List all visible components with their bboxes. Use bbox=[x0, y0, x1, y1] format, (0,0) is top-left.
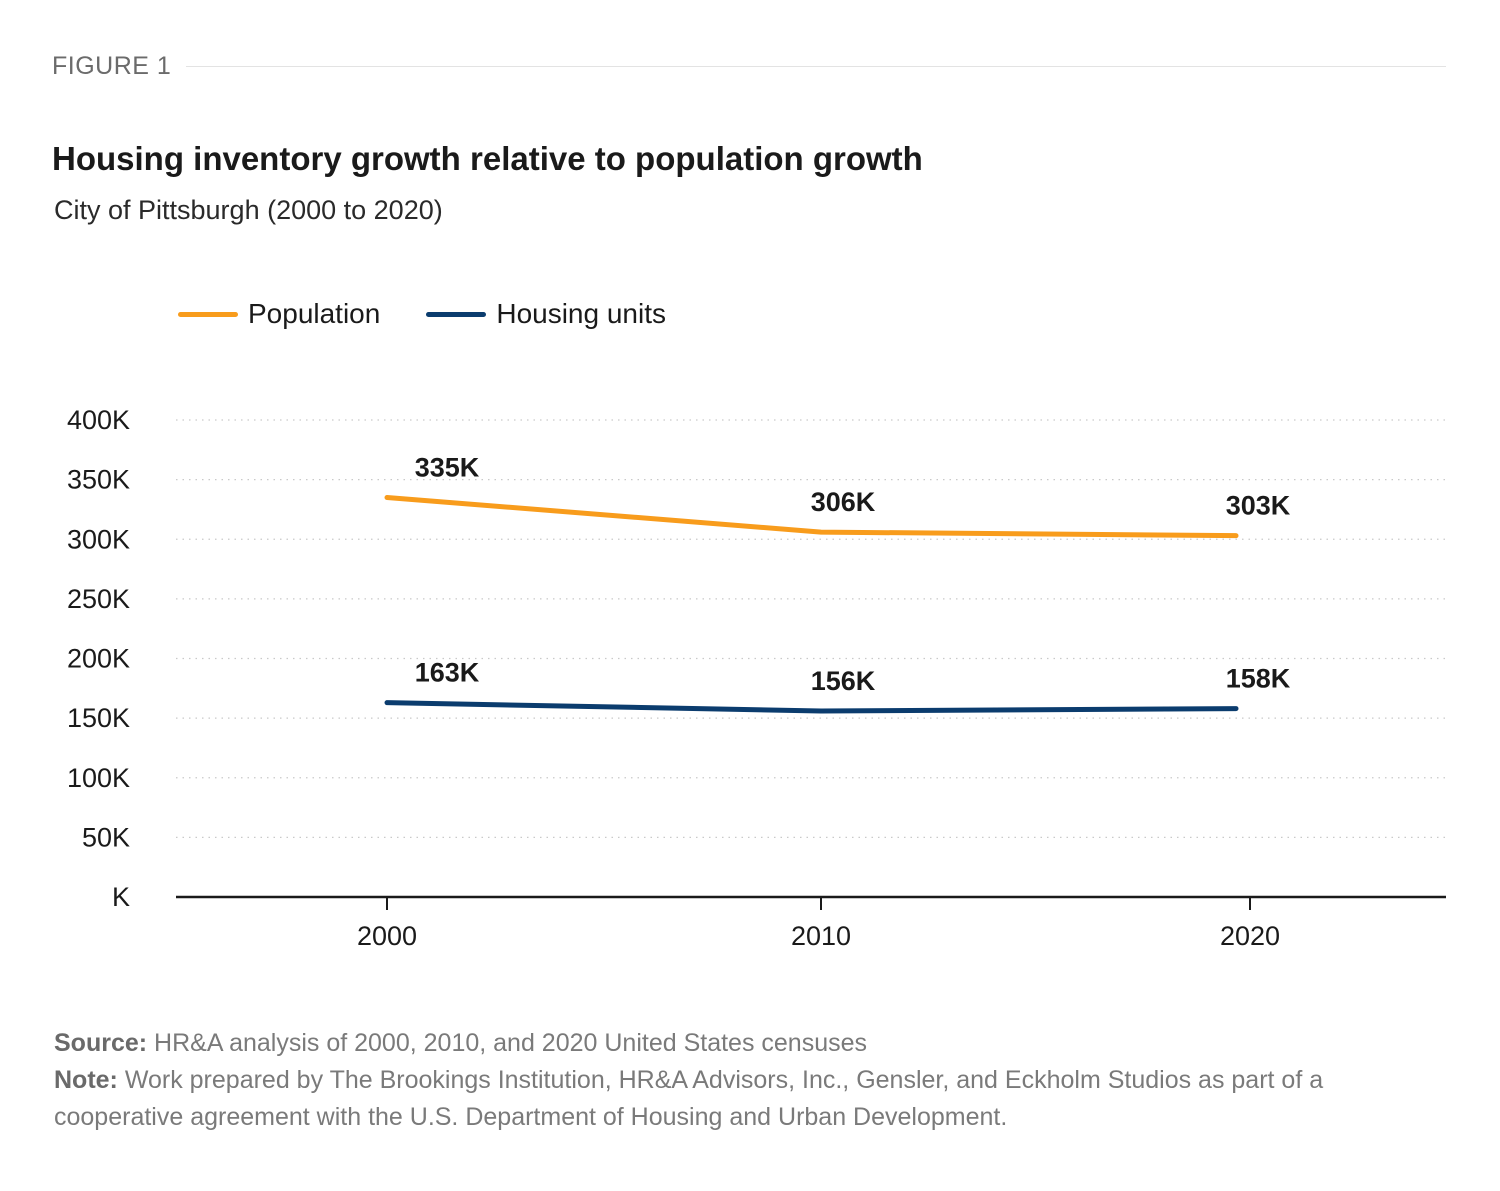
note-label: Note: bbox=[54, 1066, 118, 1094]
data-label: 156K bbox=[811, 666, 876, 696]
data-label: 303K bbox=[1226, 491, 1291, 521]
y-tick-label: 350K bbox=[67, 465, 130, 495]
figure-label: FIGURE 1 bbox=[52, 52, 172, 80]
legend-label-population: Population bbox=[248, 298, 381, 329]
data-label: 306K bbox=[811, 487, 876, 517]
legend: Population Housing units bbox=[178, 298, 712, 330]
x-tick-label: 2000 bbox=[357, 921, 417, 951]
source-line: Source: HR&A analysis of 2000, 2010, and… bbox=[54, 1025, 1454, 1062]
chart-title: Housing inventory growth relative to pop… bbox=[52, 140, 923, 177]
data-label: 335K bbox=[415, 453, 480, 483]
y-tick-label: K bbox=[112, 882, 130, 912]
y-tick-label: 300K bbox=[67, 524, 130, 554]
figure-divider bbox=[186, 66, 1446, 67]
legend-item-population: Population bbox=[178, 298, 380, 330]
note-line: Note: Work prepared by The Brookings Ins… bbox=[54, 1062, 1454, 1136]
legend-swatch-housing-units bbox=[426, 311, 487, 317]
x-tick-label: 2010 bbox=[791, 921, 851, 951]
legend-item-housing-units: Housing units bbox=[426, 298, 666, 330]
footer: Source: HR&A analysis of 2000, 2010, and… bbox=[54, 1025, 1454, 1136]
source-label: Source: bbox=[54, 1029, 148, 1057]
series-line-housing-units bbox=[384, 700, 1239, 714]
y-tick-label: 400K bbox=[67, 405, 130, 435]
legend-swatch-population bbox=[178, 311, 238, 317]
legend-label-housing-units: Housing units bbox=[496, 298, 666, 329]
data-label: 158K bbox=[1226, 664, 1291, 694]
note-text: Work prepared by The Brookings Instituti… bbox=[54, 1066, 1324, 1131]
y-tick-label: 150K bbox=[67, 703, 130, 733]
source-text: HR&A analysis of 2000, 2010, and 2020 Un… bbox=[147, 1029, 868, 1057]
y-tick-label: 100K bbox=[67, 763, 130, 793]
y-tick-label: 50K bbox=[82, 822, 130, 852]
series-line-population bbox=[384, 495, 1239, 539]
y-tick-label: 250K bbox=[67, 584, 130, 614]
y-tick-label: 200K bbox=[67, 644, 130, 674]
chart-subtitle: City of Pittsburgh (2000 to 2020) bbox=[54, 195, 443, 225]
x-tick-label: 2020 bbox=[1220, 921, 1280, 951]
data-label: 163K bbox=[415, 658, 480, 688]
line-chart: K 50K 100K 150K 200K 250K 300K 350K 400K 2000 2010… bbox=[67, 405, 1446, 951]
